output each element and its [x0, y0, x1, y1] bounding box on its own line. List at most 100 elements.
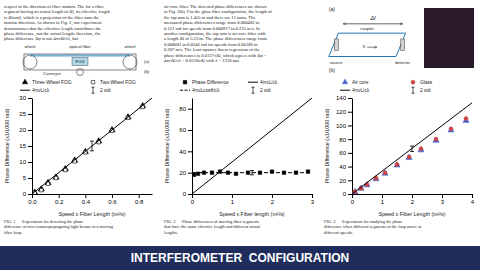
legend-swatch — [411, 80, 415, 84]
x-tick-mark — [382, 194, 383, 198]
fog-box — [72, 58, 88, 66]
x-tick-mark — [32, 194, 33, 198]
y-tick-mark — [348, 153, 352, 154]
y-tick-mark — [28, 162, 32, 163]
x-tick: 0.2 — [55, 194, 64, 205]
x-tick-label: 1 — [381, 199, 385, 205]
y-tick-label: 20 — [19, 127, 26, 133]
legend-swatch — [92, 87, 95, 93]
x-tick-label: 4 — [471, 199, 475, 205]
x-tick-label: 1 — [231, 199, 235, 205]
y-tick: 80 — [179, 106, 192, 112]
point — [419, 147, 423, 151]
point — [407, 155, 411, 159]
diagram-label: Δl — [369, 15, 376, 21]
x-axis-line — [193, 194, 313, 195]
x-tick-label: 3 — [311, 199, 315, 205]
source-box — [335, 39, 339, 51]
legend-item: 4πvL/cλ — [20, 88, 50, 93]
point — [40, 188, 43, 191]
y-tick-label: 25 — [19, 111, 26, 117]
legend-item: Phase Difference — [183, 80, 229, 85]
x-tick-label: 0.4 — [82, 199, 91, 205]
diagram-label: (a) — [329, 6, 335, 12]
x-tick-label: 0.2 — [55, 199, 64, 205]
x-tick-mark — [272, 194, 273, 198]
y-axis-line — [32, 99, 33, 195]
chart-root: respect to the direction of fiber motion… — [0, 0, 480, 270]
y-tick: 20 — [179, 170, 192, 176]
coupler-diagram: Δlvsourcedetectorcoupler(a)(b) — [329, 6, 411, 73]
legend-item: Three-Wheel FOG — [22, 79, 71, 85]
plot-area — [352, 103, 472, 194]
x-tick-mark — [192, 194, 193, 198]
caption-line: different speeds. — [324, 230, 353, 235]
legend-swatch — [340, 90, 350, 91]
legend-swatch — [91, 80, 94, 83]
point — [54, 176, 57, 179]
x-tick-mark — [85, 194, 86, 198]
coupler-outline — [329, 33, 406, 56]
caption-line: lengths. — [164, 230, 178, 235]
legend-label: Two-Wheel FOG — [100, 80, 136, 85]
x-tick: 1 — [231, 194, 235, 205]
x-tick: 0.4 — [82, 194, 91, 205]
y-tick-mark — [188, 151, 192, 152]
y-tick-mark — [348, 112, 352, 113]
y-axis: 020406080 — [179, 99, 192, 198]
y-tick-label: 60 — [339, 150, 346, 156]
y-tick: 5 — [23, 175, 32, 181]
y-tick-mark — [28, 130, 32, 131]
error-bar — [90, 141, 94, 151]
diagram-label: coupler — [360, 26, 374, 31]
diagram-label: v — [363, 43, 366, 49]
y-axis: 051015202530 — [19, 95, 32, 197]
y-tick-label: 5 — [23, 175, 27, 181]
y-tick: 40 — [179, 149, 192, 155]
x-tick-mark — [59, 194, 60, 198]
x-axis-title: Speed x Fiber length (m²/s) — [219, 211, 285, 217]
caption-line: difference of two counterpropagating lig… — [4, 224, 114, 229]
y-tick: 140 — [336, 95, 352, 101]
point — [394, 162, 400, 167]
paragraph-line: the top arm is 1.455 m and there are 11 … — [164, 15, 255, 20]
wheel — [77, 69, 84, 76]
point — [192, 173, 195, 176]
point — [62, 166, 68, 171]
y-tick: 20 — [339, 178, 352, 184]
legend-label: Phase Difference — [192, 80, 229, 85]
legend-item: Air core — [342, 79, 368, 85]
diagram-label: (b) — [329, 67, 335, 73]
y-tick-mark — [28, 98, 32, 99]
legend-item: Glass — [411, 80, 433, 85]
legend: Air coreGlass4πvL/cλ2 std — [340, 79, 433, 93]
legend-swatch — [252, 87, 255, 93]
y-tick-label: 80 — [339, 137, 346, 143]
x-axis-title: Speed x Fiber Length (m²/s) — [58, 211, 125, 217]
point — [464, 117, 468, 121]
legend-item: Two-Wheel FOG — [91, 80, 136, 85]
diagram-label: (a) — [144, 59, 150, 64]
x-tick: 4 — [471, 194, 475, 205]
y-tick: 0 — [183, 191, 192, 197]
x-tick-mark — [352, 194, 353, 198]
y-tick-label: 30 — [19, 95, 26, 101]
legend-item: 2 std — [412, 87, 431, 93]
legend-label: 4πvLcosθ/cλ — [192, 88, 220, 93]
y-tick-mark — [188, 173, 192, 174]
paragraph-line: 4πvΔl/cλ = 0.0520vΔl with λ = 1310 nm. — [164, 58, 240, 63]
y-tick-mark — [348, 180, 352, 181]
x-tick-label: 0 — [351, 199, 355, 205]
paragraph-line: air-core fiber. The detected phase diffe… — [164, 4, 267, 9]
y-tick: 80 — [339, 137, 352, 143]
legend-item: 4πvLcosθ/cλ — [180, 88, 220, 93]
y-tick-mark — [348, 167, 352, 168]
plot-area — [192, 98, 312, 194]
legend-swatch — [248, 82, 258, 83]
diagram-label: FOG — [75, 59, 84, 64]
y-tick-mark — [28, 194, 32, 195]
y-tick: 0 — [343, 191, 352, 197]
point — [463, 117, 469, 122]
optical-fiber — [30, 55, 130, 56]
belt — [24, 54, 136, 70]
